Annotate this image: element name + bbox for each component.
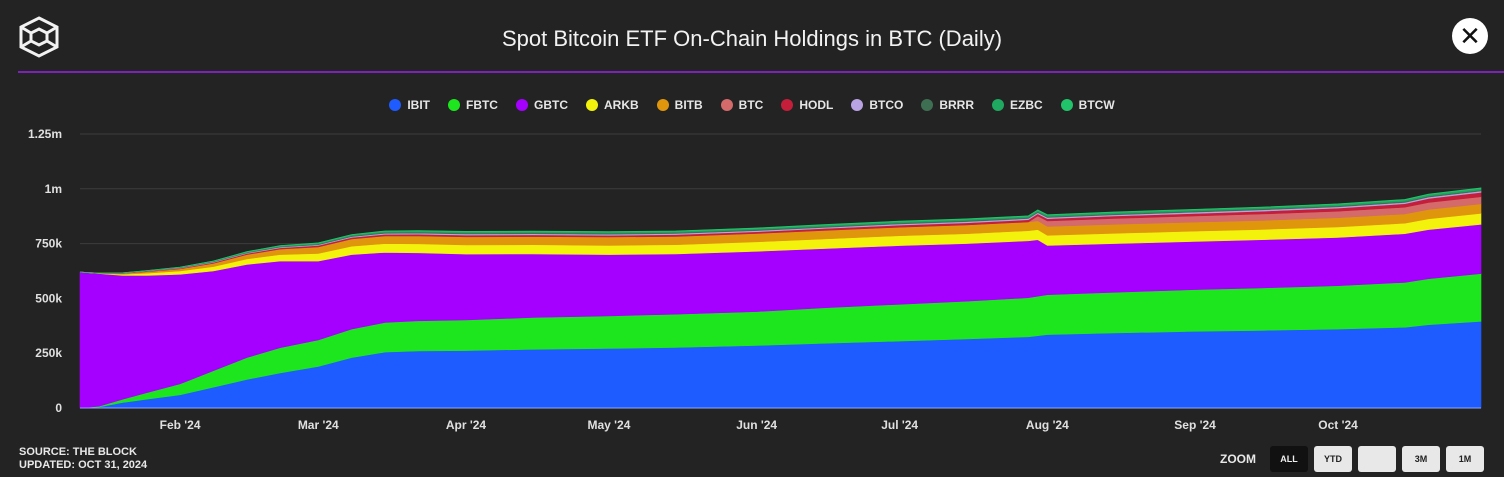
zoom-button-1m[interactable]: 1M [1446, 446, 1484, 472]
x-tick-label: Apr '24 [446, 418, 487, 432]
legend-dot-icon [1060, 99, 1073, 111]
legend-label: BITB [674, 98, 703, 112]
legend-dot-icon [781, 99, 794, 111]
zoom-controls: ZOOM ALL YTD 3M 1M [1220, 446, 1484, 472]
y-tick-label: 0 [55, 401, 62, 415]
legend-item-gbtc[interactable]: GBTC [515, 96, 568, 114]
legend-label: BTCO [869, 98, 904, 112]
legend-label: GBTC [533, 98, 568, 112]
legend-dot-icon [720, 99, 733, 111]
source-info: SOURCE: THE BLOCK UPDATED: OCT 31, 2024 [19, 446, 147, 472]
chart-legend: IBIT FBTC GBTC ARKB BITB BTC HODL BTCO BRRR EZBC B… [0, 96, 1504, 114]
legend-label: HODL [799, 98, 834, 112]
legend-item-ibit[interactable]: IBIT [389, 96, 430, 114]
y-tick-label: 1.25m [28, 127, 62, 141]
y-tick-label: 750k [35, 237, 62, 251]
zoom-button-3m[interactable]: 3M [1402, 446, 1440, 472]
legend-dot-icon [851, 99, 864, 111]
x-tick-label: May '24 [588, 418, 631, 432]
legend-item-bitb[interactable]: BITB [656, 96, 703, 114]
legend-dot-icon [585, 99, 598, 111]
legend-label: BRRR [939, 98, 974, 112]
x-tick-label: Mar '24 [298, 418, 339, 432]
legend-label: IBIT [407, 98, 430, 112]
zoom-label: ZOOM [1220, 452, 1256, 466]
stacked-area-chart: 0 250k 500k 750k 1m 1.25m Feb '24 Mar '24 Apr '2… [28, 127, 1482, 432]
legend-dot-icon [447, 99, 460, 111]
y-tick-label: 1m [45, 182, 62, 196]
legend-item-brrr[interactable]: BRRR [921, 96, 974, 114]
the-block-logo-icon [19, 16, 59, 58]
legend-dot-icon [921, 99, 934, 111]
legend-item-btco[interactable]: BTCO [851, 96, 903, 114]
x-tick-label: Feb '24 [160, 418, 201, 432]
legend-dot-icon [992, 99, 1004, 111]
x-tick-label: Sep '24 [1174, 418, 1216, 432]
legend-label: EZBC [1010, 98, 1043, 112]
zoom-button-all[interactable]: ALL [1270, 446, 1308, 472]
legend-item-arkb[interactable]: ARKB [585, 96, 639, 114]
header-divider [18, 71, 1504, 73]
legend-item-btcw[interactable]: BTCW [1060, 96, 1115, 114]
y-tick-label: 250k [35, 346, 62, 360]
legend-item-ezbc[interactable]: EZBC [992, 96, 1043, 114]
y-tick-label: 500k [35, 291, 62, 305]
chart-header: Spot Bitcoin ETF On-Chain Holdings in BT… [0, 0, 1504, 72]
legend-label: BTC [738, 98, 764, 112]
x-tick-label: Oct '24 [1318, 418, 1358, 432]
x-tick-label: Aug '24 [1026, 418, 1069, 432]
zoom-button-blank[interactable] [1358, 446, 1396, 472]
legend-item-fbtc[interactable]: FBTC [447, 96, 498, 114]
updated-text: UPDATED: OCT 31, 2024 [19, 459, 148, 471]
area-series-btcw [79, 187, 1482, 274]
x-tick-label: Jun '24 [736, 418, 777, 432]
chart-title: Spot Bitcoin ETF On-Chain Holdings in BT… [501, 26, 1003, 51]
legend-item-btc[interactable]: BTC [720, 96, 764, 114]
legend-label: ARKB [603, 98, 639, 112]
x-tick-label: Jul '24 [881, 418, 918, 432]
close-button[interactable]: ✕ [1452, 18, 1488, 54]
legend-dot-icon [656, 99, 669, 111]
legend-label: BTCW [1078, 98, 1115, 112]
legend-dot-icon [515, 99, 528, 111]
source-text: SOURCE: THE BLOCK [19, 446, 137, 458]
legend-label: FBTC [465, 98, 498, 112]
legend-dot-icon [389, 99, 402, 111]
legend-item-hodl[interactable]: HODL [781, 96, 833, 114]
zoom-button-ytd[interactable]: YTD [1314, 446, 1352, 472]
